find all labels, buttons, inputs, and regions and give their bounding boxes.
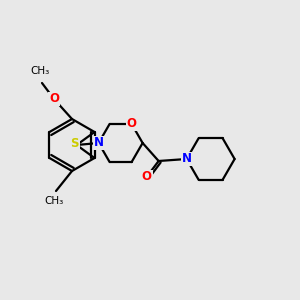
Text: N: N xyxy=(182,152,192,166)
Text: CH₃: CH₃ xyxy=(30,66,50,76)
Text: N: N xyxy=(70,140,80,153)
Text: O: O xyxy=(49,92,59,106)
Text: CH₃: CH₃ xyxy=(44,196,64,206)
Text: O: O xyxy=(142,170,152,184)
Text: N: N xyxy=(94,136,103,149)
Text: O: O xyxy=(127,117,136,130)
Text: S: S xyxy=(70,137,79,150)
